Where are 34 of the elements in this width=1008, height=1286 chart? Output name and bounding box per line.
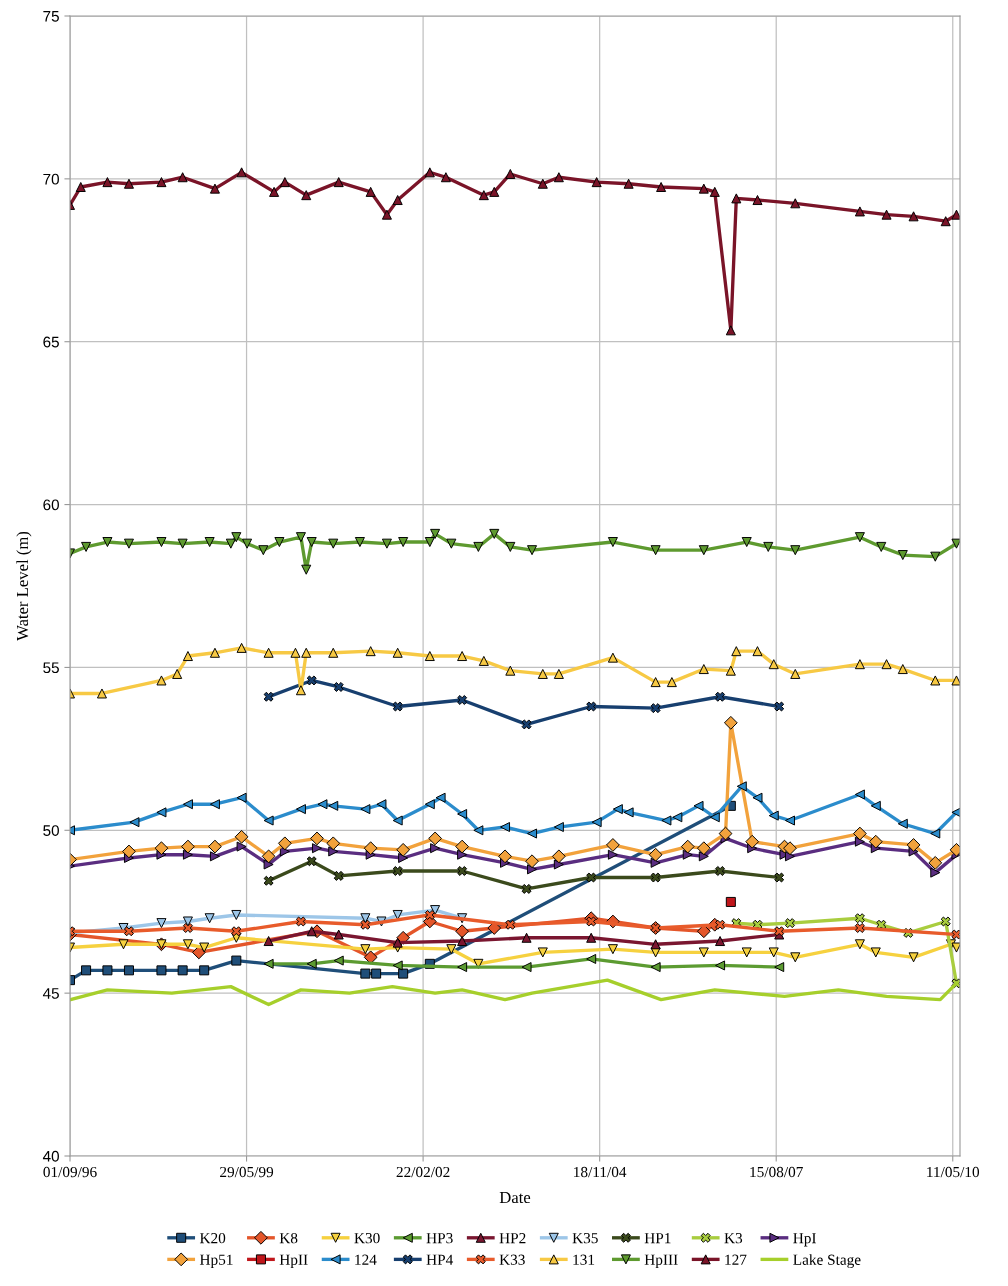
legend-label: 124 xyxy=(355,1254,377,1265)
y-tick-label: 75 xyxy=(43,11,59,22)
legend-label: HP4 xyxy=(426,1254,454,1265)
y-tick-label: 50 xyxy=(43,825,59,836)
legend-label: K33 xyxy=(499,1254,525,1265)
y-tick-label: 70 xyxy=(43,173,59,185)
legend-label: HpIII xyxy=(644,1254,678,1268)
y-axis-title: Water Level (m) xyxy=(16,531,32,641)
legend-label: K3 xyxy=(724,1233,743,1244)
legend-label: K8 xyxy=(279,1232,298,1244)
legend-label: HpII xyxy=(279,1254,308,1268)
legend-label: HpI xyxy=(793,1233,816,1247)
legend-label: HP1 xyxy=(644,1233,671,1244)
x-tick-label: 15/08/07 xyxy=(750,1166,803,1178)
x-tick-label: 11/05/10 xyxy=(927,1166,980,1178)
y-tick-label: 60 xyxy=(43,499,59,511)
y-tick-label: 45 xyxy=(42,988,59,999)
legend-label: K35 xyxy=(572,1233,598,1244)
legend-label: 131 xyxy=(573,1254,595,1265)
legend-label: Hp51 xyxy=(199,1254,233,1268)
legend-label: HP2 xyxy=(499,1233,526,1244)
x-tick-label: 18/11/04 xyxy=(574,1166,627,1178)
x-tick-label: 22/02/02 xyxy=(396,1166,450,1178)
y-tick-label: 65 xyxy=(43,336,59,348)
legend-label: 127 xyxy=(725,1254,747,1265)
y-tick-label: 55 xyxy=(43,662,59,674)
y-tick-label: 40 xyxy=(42,1150,59,1162)
legend-label: Lake Stage xyxy=(793,1254,861,1269)
x-tick-label: 01/09/96 xyxy=(43,1166,97,1178)
x-axis-title: Date xyxy=(499,1192,531,1204)
legend-label: HP3 xyxy=(426,1233,453,1244)
legend-label: K30 xyxy=(354,1232,380,1244)
legend-label: K20 xyxy=(199,1232,226,1244)
x-tick-label: 29/05/99 xyxy=(220,1166,274,1178)
